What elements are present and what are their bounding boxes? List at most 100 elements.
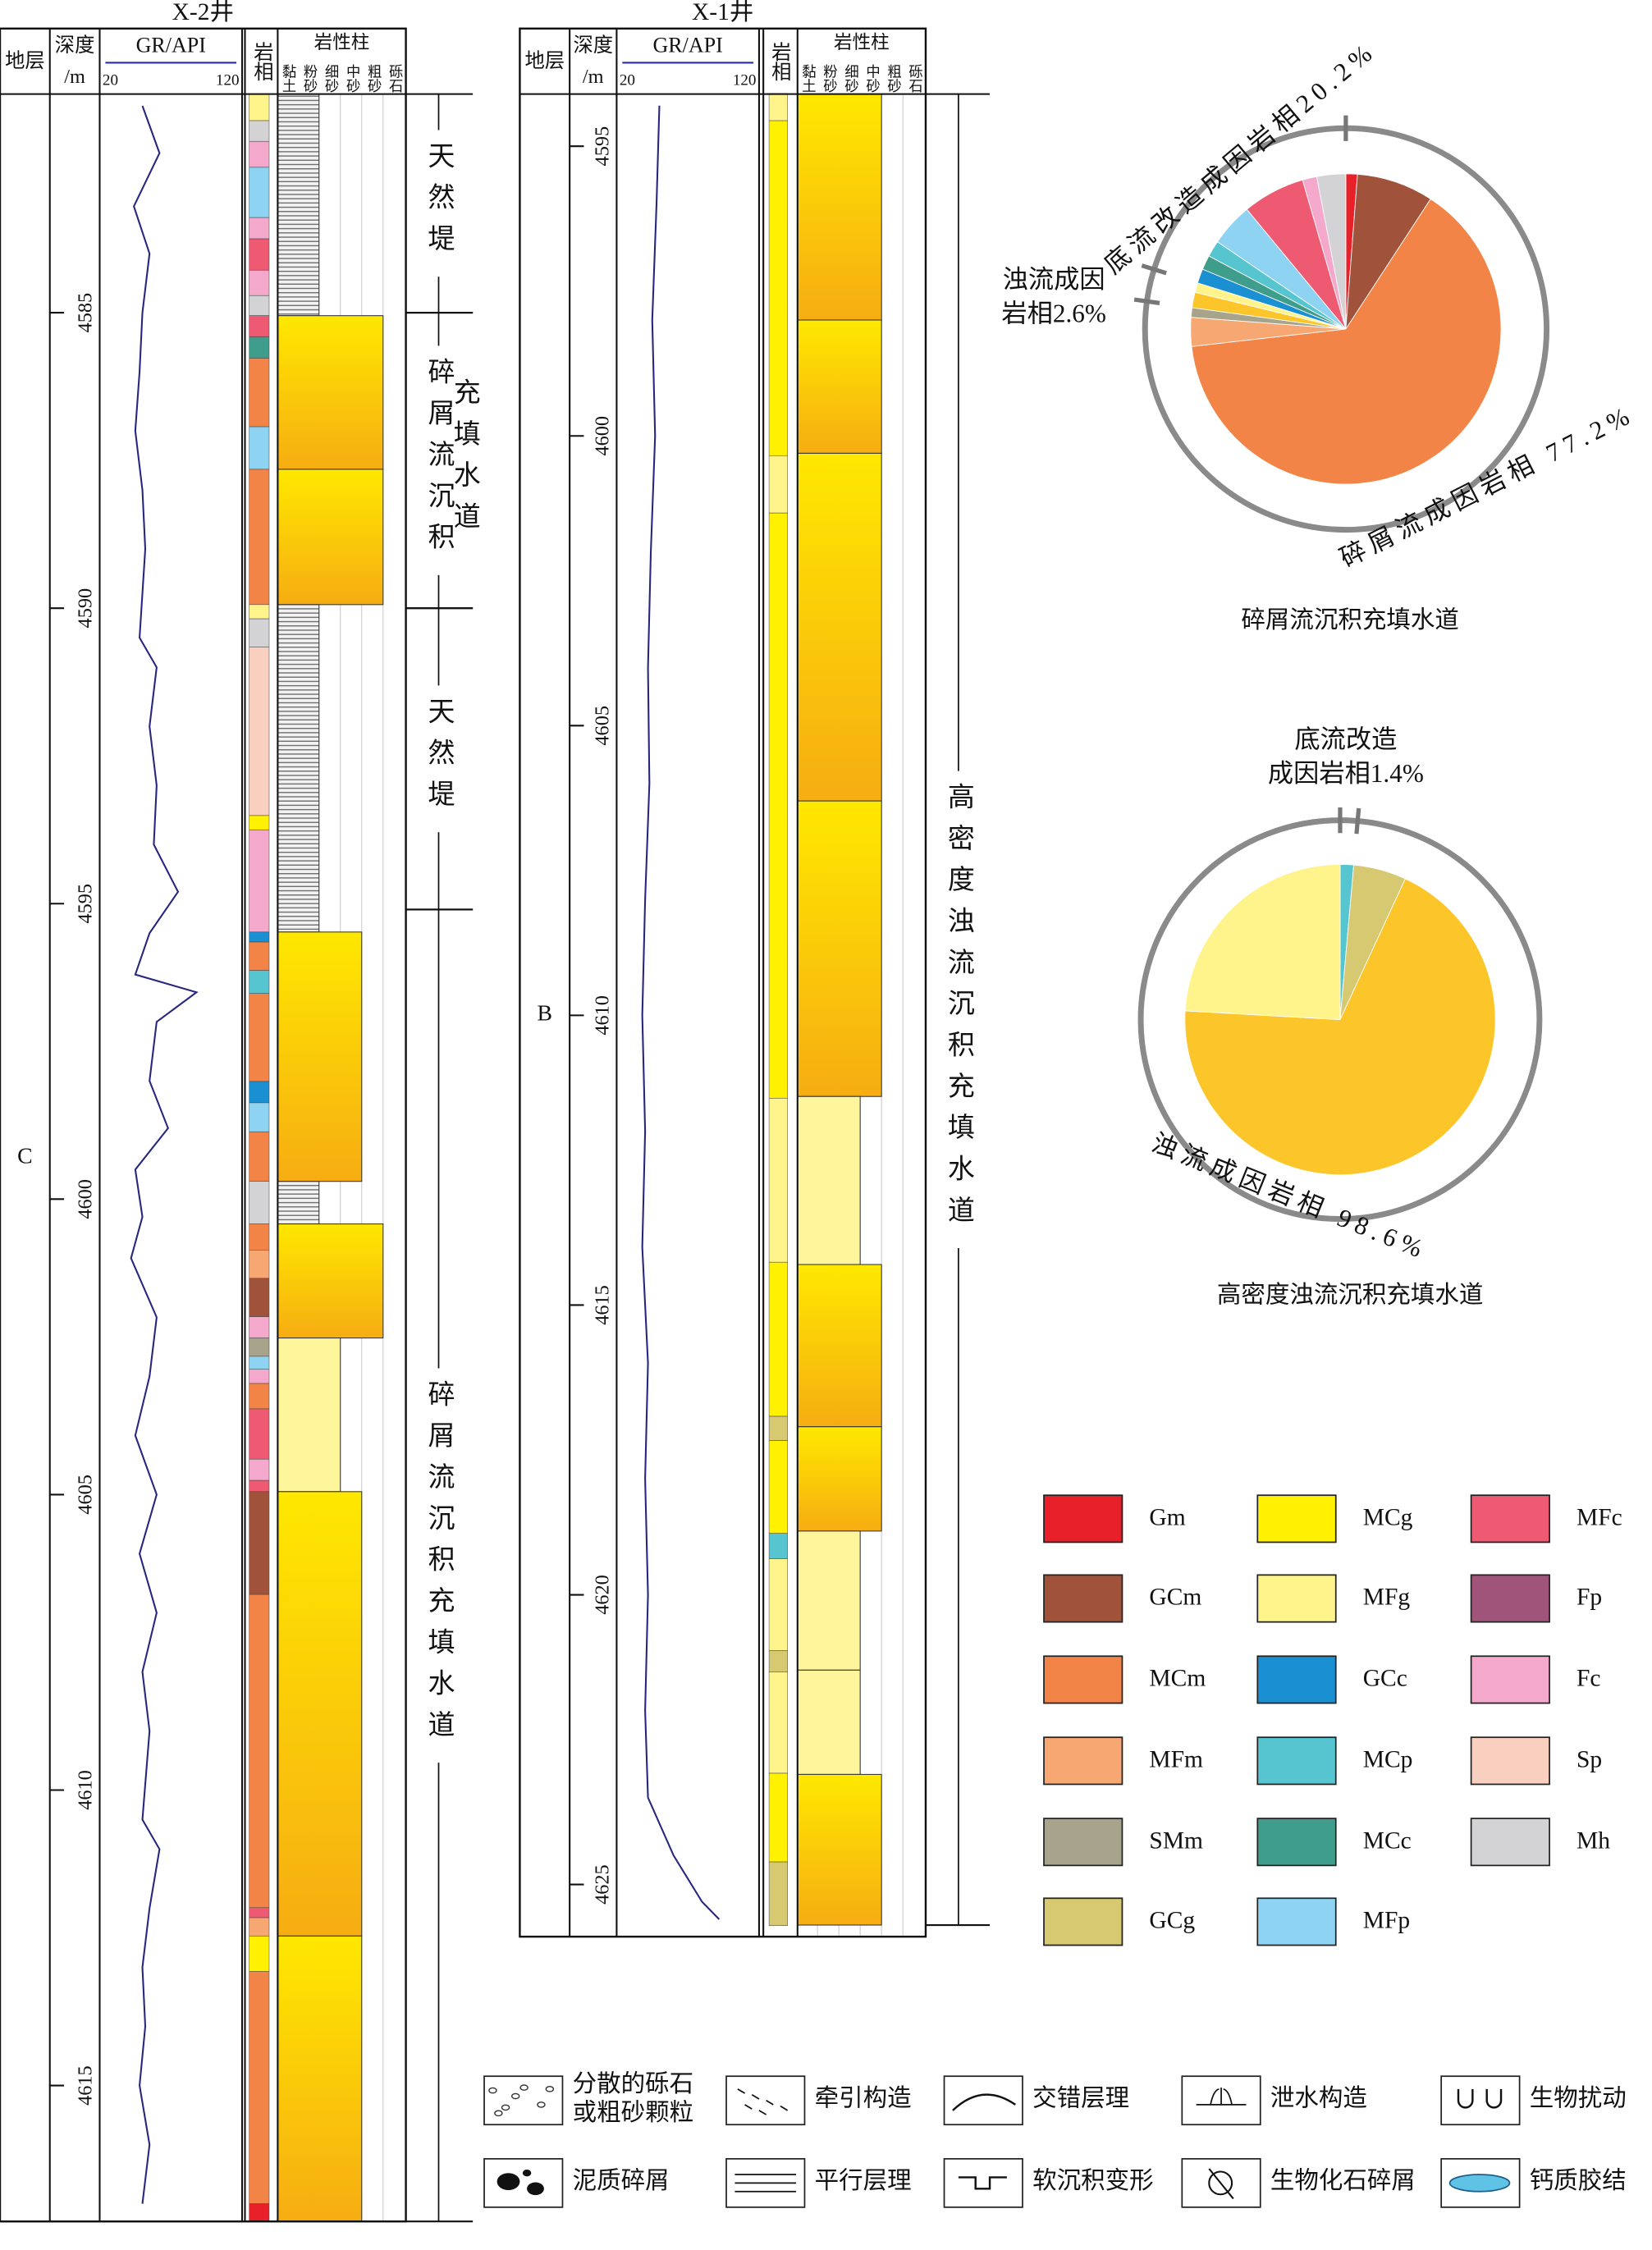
pie-slice bbox=[1184, 863, 1341, 1021]
icon bbox=[1448, 2174, 1511, 2193]
facies-interval bbox=[249, 217, 270, 240]
interpretation-label: 高密度浊流沉积充填水道 bbox=[944, 783, 973, 1237]
symbol-label: 牵引构造 bbox=[815, 2084, 912, 2111]
legend-label: MFc bbox=[1576, 1504, 1622, 1530]
facies-interval bbox=[768, 512, 788, 1099]
legend-swatch bbox=[1043, 1574, 1123, 1623]
facies-interval bbox=[249, 1356, 270, 1370]
legend-swatch bbox=[1256, 1897, 1337, 1946]
header-stratum: 地层 bbox=[5, 50, 45, 72]
well-frame bbox=[0, 27, 407, 2223]
facies-interval bbox=[249, 94, 270, 121]
legend-label: SMm bbox=[1149, 1827, 1203, 1854]
header-grain-class: 黏土 bbox=[280, 64, 296, 93]
legend-swatch bbox=[1470, 1494, 1550, 1543]
depth-label: 4625 bbox=[591, 1864, 613, 1905]
header-grain-class: 粗砂 bbox=[885, 64, 902, 93]
facies-interval bbox=[249, 1102, 270, 1132]
legend-swatch bbox=[1470, 1655, 1550, 1704]
header-grain-class: 粉砂 bbox=[821, 64, 837, 93]
facies-interval bbox=[249, 1278, 270, 1317]
facies-interval bbox=[249, 815, 270, 830]
gr-tick-label: 120 bbox=[733, 71, 757, 89]
facies-interval bbox=[249, 618, 270, 647]
facies-interval bbox=[768, 1440, 788, 1534]
header-grain-class: 砾石 bbox=[387, 64, 403, 93]
lithology-bed bbox=[797, 319, 882, 454]
icon bbox=[1208, 2168, 1234, 2200]
facies-interval bbox=[768, 1533, 788, 1560]
lithology-bed bbox=[797, 1530, 861, 1671]
legend-swatch bbox=[1256, 1736, 1337, 1786]
depth-label: 4600 bbox=[591, 416, 613, 456]
group-label: 浊流成因 bbox=[1003, 265, 1105, 294]
group-label: 成因岩相1.4% bbox=[1268, 759, 1424, 788]
legend-label: GCg bbox=[1149, 1908, 1195, 1934]
lithology-bed bbox=[797, 452, 882, 802]
facies-interval bbox=[249, 315, 270, 337]
depth-label: 4615 bbox=[591, 1285, 613, 1325]
lithology-bed bbox=[797, 94, 882, 321]
facies-interval bbox=[249, 1907, 270, 1918]
icon bbox=[1485, 2088, 1503, 2109]
legend-label: MFg bbox=[1363, 1585, 1411, 1611]
facies-interval bbox=[768, 1671, 788, 1774]
icon bbox=[527, 2182, 544, 2196]
facies-interval bbox=[249, 1971, 270, 2204]
legend-label: MCp bbox=[1363, 1746, 1413, 1772]
facies-interval bbox=[249, 2203, 270, 2221]
group-tick bbox=[1141, 263, 1167, 276]
pie-slice bbox=[1345, 173, 1431, 330]
header-gr: GR/API bbox=[653, 33, 723, 57]
lithology-bed bbox=[277, 94, 320, 317]
pie-slice bbox=[1191, 198, 1502, 485]
pie-slice bbox=[1316, 173, 1347, 330]
header-depth: 深度 bbox=[55, 34, 95, 57]
facies-interval bbox=[249, 1458, 270, 1481]
legend-label: MCg bbox=[1363, 1504, 1413, 1530]
legend-swatch bbox=[1043, 1897, 1123, 1946]
facies-interval bbox=[249, 1223, 270, 1251]
icon bbox=[758, 2110, 767, 2115]
legend-label: Fp bbox=[1576, 1585, 1602, 1611]
icon bbox=[780, 2105, 789, 2111]
header-grain-class: 中砂 bbox=[344, 64, 360, 93]
icon bbox=[519, 2084, 529, 2091]
lithology-bed bbox=[277, 1181, 320, 1225]
lithology-bed bbox=[797, 1264, 882, 1428]
facies-interval bbox=[249, 1369, 270, 1384]
symbol-box bbox=[943, 2075, 1023, 2126]
header-depth-unit: /m bbox=[64, 66, 85, 88]
gr-curve bbox=[641, 105, 721, 1920]
facies-interval bbox=[249, 604, 270, 620]
legend-label: Sp bbox=[1576, 1746, 1602, 1772]
header-depth: 深度 bbox=[573, 34, 613, 57]
symbol-label: 生物扰动 bbox=[1530, 2084, 1627, 2111]
gr-tick-label: 20 bbox=[620, 71, 635, 89]
icon bbox=[737, 2088, 746, 2094]
facies-interval bbox=[249, 358, 270, 428]
pie-title: 高密度浊流沉积充填水道 bbox=[1217, 1282, 1484, 1309]
pie-slice bbox=[1184, 878, 1496, 1176]
well-title: X-2井 bbox=[172, 0, 234, 25]
legend-swatch bbox=[1043, 1655, 1123, 1704]
header-grain-class: 粗砂 bbox=[365, 64, 382, 93]
legend-swatch bbox=[1256, 1494, 1337, 1543]
depth-label: 4610 bbox=[591, 995, 613, 1036]
pie-title: 碎屑流沉积充填水道 bbox=[1241, 606, 1459, 633]
facies-interval bbox=[768, 1650, 788, 1672]
header-grain-class: 中砂 bbox=[864, 64, 881, 93]
legend-swatch bbox=[1043, 1736, 1123, 1786]
facies-interval bbox=[249, 1917, 270, 1937]
icon bbox=[494, 2110, 503, 2117]
facies-interval bbox=[249, 1316, 270, 1338]
header-grain-class: 细砂 bbox=[843, 64, 859, 93]
depth-label: 4605 bbox=[74, 1475, 96, 1515]
lithology-bed bbox=[797, 1095, 861, 1265]
icon bbox=[1208, 2170, 1233, 2196]
facies-interval bbox=[249, 1383, 270, 1410]
lithology-bed bbox=[277, 1338, 341, 1493]
well-frame bbox=[519, 27, 927, 1938]
